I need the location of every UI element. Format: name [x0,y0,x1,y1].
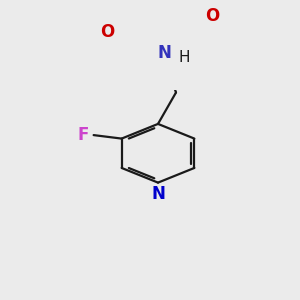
Text: O: O [100,23,114,41]
Text: N: N [151,185,165,203]
Text: O: O [205,7,219,25]
Text: H: H [178,50,190,64]
Text: N: N [157,44,171,62]
Text: F: F [77,126,88,144]
